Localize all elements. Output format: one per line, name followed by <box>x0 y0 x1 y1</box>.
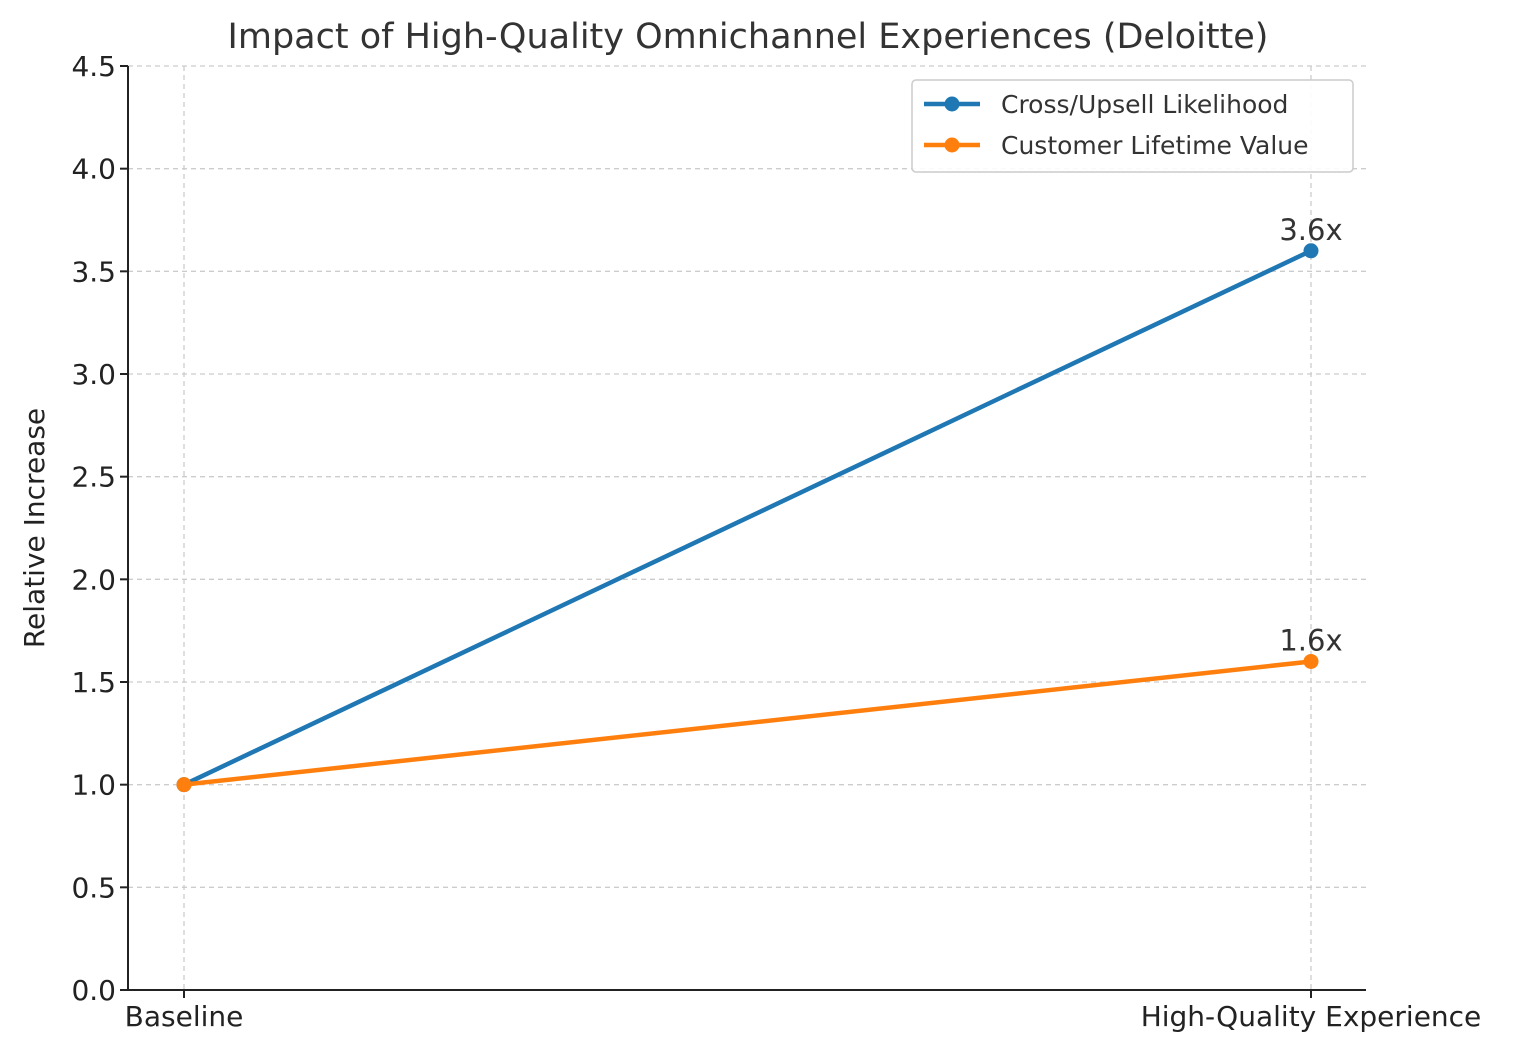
x-tick-label: Baseline <box>125 1000 244 1033</box>
legend-box <box>911 79 1354 173</box>
y-axis-label: Relative Increase <box>18 408 51 648</box>
data-point <box>176 777 192 793</box>
legend-label: Cross/Upsell Likelihood <box>1001 90 1288 119</box>
series-1 <box>176 243 1319 793</box>
y-tick-label: 2.0 <box>71 563 116 596</box>
y-tick-label: 1.5 <box>71 666 116 699</box>
series-lines <box>176 243 1319 793</box>
y-tick-label: 4.0 <box>71 153 116 186</box>
legend-marker <box>944 96 960 112</box>
y-tick-label: 3.5 <box>71 255 116 288</box>
y-tick-label: 1.0 <box>71 769 116 802</box>
y-tick-label: 0.5 <box>71 871 116 904</box>
data-label: 1.6x <box>1279 623 1342 657</box>
data-labels: 3.6x 1.6x <box>1279 213 1342 658</box>
y-tick-label: 3.0 <box>71 358 116 391</box>
x-tick-label: High-Quality Experience <box>1141 1000 1482 1033</box>
series-2 <box>176 653 1319 793</box>
chart-title: Impact of High-Quality Omnichannel Exper… <box>228 17 1269 57</box>
series-line <box>181 659 1314 787</box>
data-label: 3.6x <box>1279 213 1342 247</box>
legend-item: Customer Lifetime Value <box>924 131 1309 160</box>
y-tick-label: 2.5 <box>71 461 116 494</box>
data-point <box>1303 653 1319 669</box>
data-point <box>1303 243 1319 259</box>
legend-label: Customer Lifetime Value <box>1001 131 1309 160</box>
series-line <box>181 248 1314 787</box>
axes: 0.0 0.5 1.0 1.5 2.0 2.5 3.0 3.5 4.0 4.5 Baseline Hi… <box>71 50 1481 1033</box>
grid <box>128 65 1366 991</box>
legend-item: Cross/Upsell Likelihood <box>924 90 1288 119</box>
legend: Cross/Upsell Likelihood Customer Lifetime… <box>911 79 1354 173</box>
y-tick-label: 4.5 <box>71 50 116 83</box>
y-tick-label: 0.0 <box>71 974 116 1007</box>
legend-marker <box>944 137 960 153</box>
